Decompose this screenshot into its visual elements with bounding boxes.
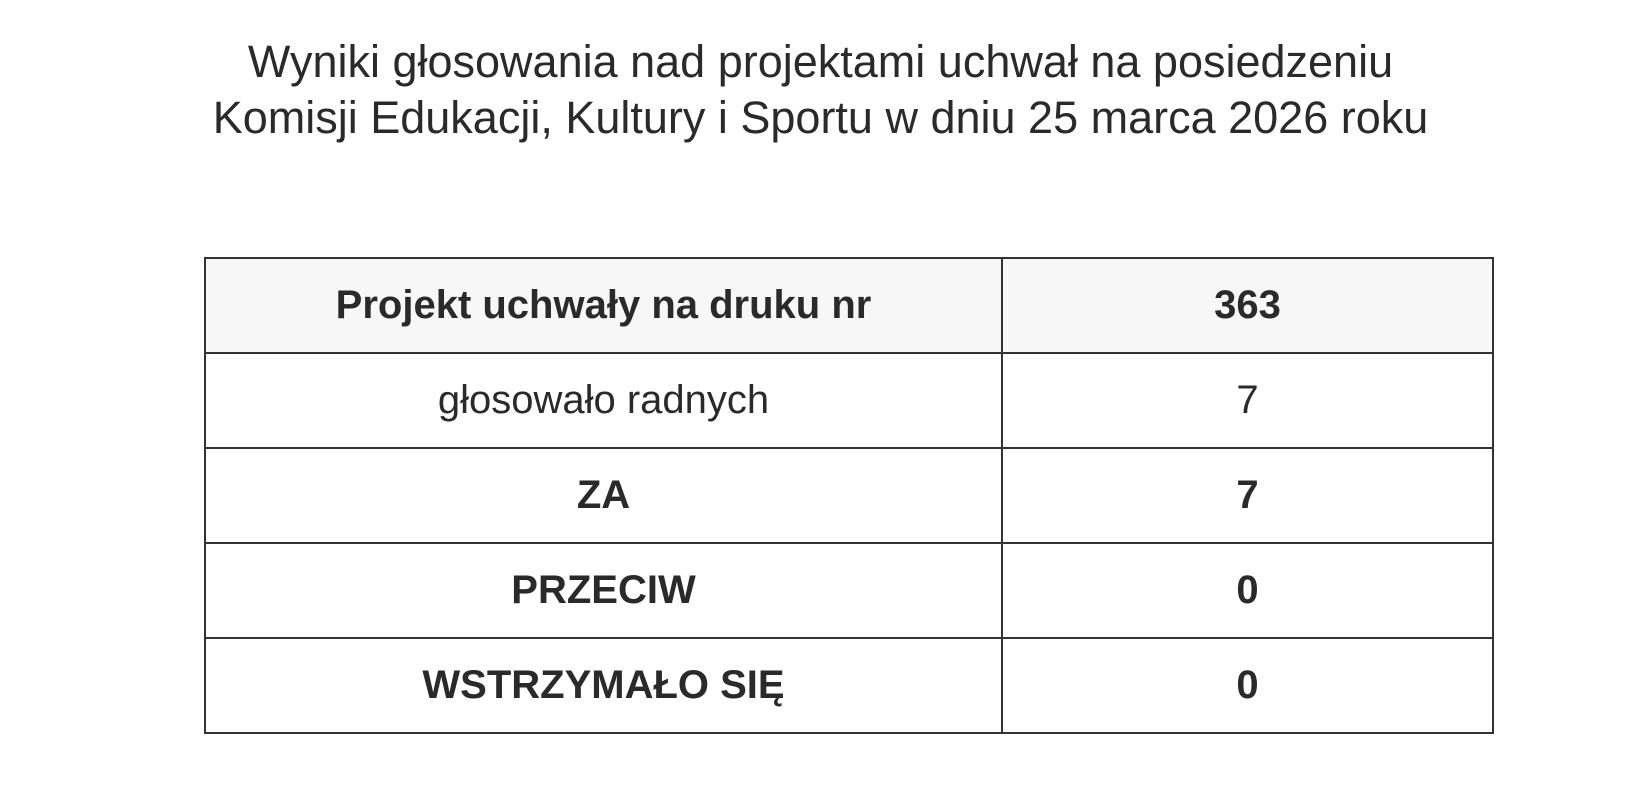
- table-row: PRZECIW 0: [204, 542, 1494, 639]
- row-value: 7: [1001, 447, 1494, 544]
- row-label: Projekt uchwały na druku nr: [204, 257, 1003, 354]
- row-label: głosowało radnych: [204, 352, 1003, 449]
- title-line-2: Komisji Edukacji, Kultury i Sportu w dni…: [212, 92, 1429, 143]
- row-value: 363: [1001, 257, 1494, 354]
- row-label: ZA: [204, 447, 1003, 544]
- table-row: głosowało radnych 7: [204, 352, 1494, 449]
- title-line-1: Wyniki głosowania nad projektami uchwał …: [247, 36, 1394, 87]
- row-value: 7: [1001, 352, 1494, 449]
- document-title: Wyniki głosowania nad projektami uchwał …: [0, 34, 1641, 146]
- row-label: WSTRZYMAŁO SIĘ: [204, 637, 1003, 734]
- voting-results-table: Projekt uchwały na druku nr 363 głosowało…: [204, 257, 1494, 734]
- row-label: PRZECIW: [204, 542, 1003, 639]
- row-value: 0: [1001, 637, 1494, 734]
- table-row: Projekt uchwały na druku nr 363: [204, 257, 1494, 354]
- table-row: WSTRZYMAŁO SIĘ 0: [204, 637, 1494, 734]
- row-value: 0: [1001, 542, 1494, 639]
- table-row: ZA 7: [204, 447, 1494, 544]
